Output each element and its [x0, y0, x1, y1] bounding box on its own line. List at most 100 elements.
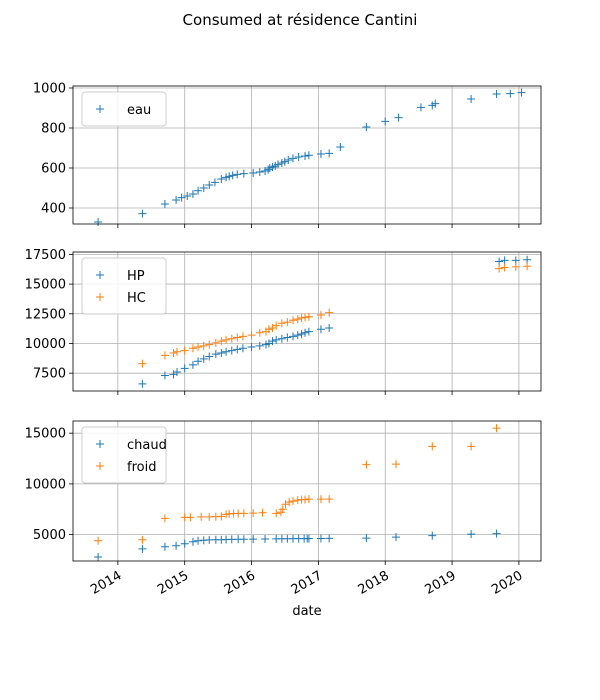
data-point	[239, 509, 248, 518]
data-point	[304, 534, 313, 543]
data-point	[222, 347, 231, 356]
data-point	[138, 544, 147, 553]
data-point	[362, 534, 371, 543]
data-point	[325, 308, 334, 317]
data-point	[173, 367, 182, 376]
legend-marker	[96, 462, 104, 470]
data-point	[138, 379, 147, 388]
data-point	[186, 513, 195, 522]
series-froid	[94, 424, 501, 545]
data-point	[225, 172, 234, 181]
data-point	[272, 509, 281, 518]
data-point	[293, 331, 302, 340]
data-point	[492, 424, 501, 433]
data-point	[180, 346, 189, 355]
data-point	[492, 90, 501, 98]
data-point	[285, 498, 294, 507]
data-point	[238, 344, 247, 353]
data-point	[160, 371, 169, 380]
data-point	[277, 334, 286, 343]
y-tick-label: 400	[41, 202, 66, 217]
data-point	[492, 529, 501, 538]
y-tick-label: 17500	[25, 248, 66, 263]
data-point	[249, 509, 258, 518]
data-point	[278, 505, 287, 514]
data-point	[394, 113, 403, 122]
data-point	[297, 313, 306, 322]
data-point	[325, 534, 334, 543]
data-point	[238, 332, 247, 341]
data-point	[288, 497, 297, 506]
series-HC	[138, 262, 532, 368]
data-point	[304, 312, 313, 321]
data-point	[227, 334, 236, 343]
data-point	[277, 319, 286, 328]
series-chaud	[94, 529, 501, 561]
data-point	[268, 337, 277, 346]
data-point	[284, 156, 293, 164]
data-point	[180, 364, 189, 373]
data-point	[467, 442, 476, 451]
legend-marker	[96, 271, 104, 279]
y-tick-label: 600	[41, 162, 66, 177]
data-point	[428, 531, 437, 540]
subplot-chaud-froid: 5000 10000 15000 chaud froid	[25, 420, 542, 565]
data-point	[177, 193, 186, 202]
data-point	[281, 500, 290, 509]
y-tick-label: 15000	[25, 278, 66, 293]
x-tick-label: 2018	[356, 568, 392, 598]
data-point	[495, 257, 504, 266]
data-point	[304, 327, 313, 336]
data-point	[325, 149, 334, 158]
data-point	[239, 169, 248, 178]
legend-label: chaud	[127, 438, 167, 453]
data-point	[138, 359, 147, 368]
data-point	[160, 351, 169, 360]
data-point	[217, 175, 226, 183]
data-point	[194, 343, 203, 352]
data-point	[205, 352, 214, 361]
data-point	[217, 348, 226, 357]
data-point	[523, 262, 532, 271]
data-point	[362, 460, 371, 469]
data-point	[301, 152, 310, 160]
y-tick-label: 12500	[25, 307, 66, 322]
y-tick-label: 10000	[25, 337, 66, 352]
data-point	[258, 508, 267, 517]
data-point	[431, 99, 440, 108]
data-point	[205, 340, 214, 349]
data-point	[316, 325, 325, 334]
axes-frame	[72, 251, 542, 392]
data-point	[233, 345, 242, 354]
data-point	[194, 357, 203, 366]
y-tick-label: 7500	[33, 367, 66, 382]
data-point	[288, 316, 297, 325]
data-point	[199, 341, 208, 350]
subplot-eau: 400 600 800 1000 eau	[33, 82, 542, 228]
data-point	[160, 514, 169, 523]
series-HP	[138, 255, 532, 388]
x-tick-label: 2019	[422, 568, 458, 598]
data-point	[392, 533, 401, 542]
data-point	[205, 181, 214, 189]
series-eau	[94, 88, 526, 226]
data-point	[169, 348, 178, 357]
data-point	[138, 535, 147, 544]
legend: eau	[81, 91, 167, 127]
data-point	[217, 337, 226, 346]
legend-frame	[81, 426, 167, 484]
data-point	[264, 165, 273, 174]
data-point	[362, 123, 371, 131]
legend: chaud froid	[81, 426, 167, 484]
data-point	[211, 338, 220, 347]
data-point	[325, 495, 334, 504]
data-point	[316, 150, 325, 158]
data-point	[274, 160, 283, 169]
data-point	[288, 154, 297, 163]
data-point	[511, 262, 520, 271]
data-point	[197, 512, 206, 521]
data-point	[264, 325, 273, 334]
data-point	[172, 541, 181, 550]
x-tick-label: 2017	[289, 568, 325, 598]
